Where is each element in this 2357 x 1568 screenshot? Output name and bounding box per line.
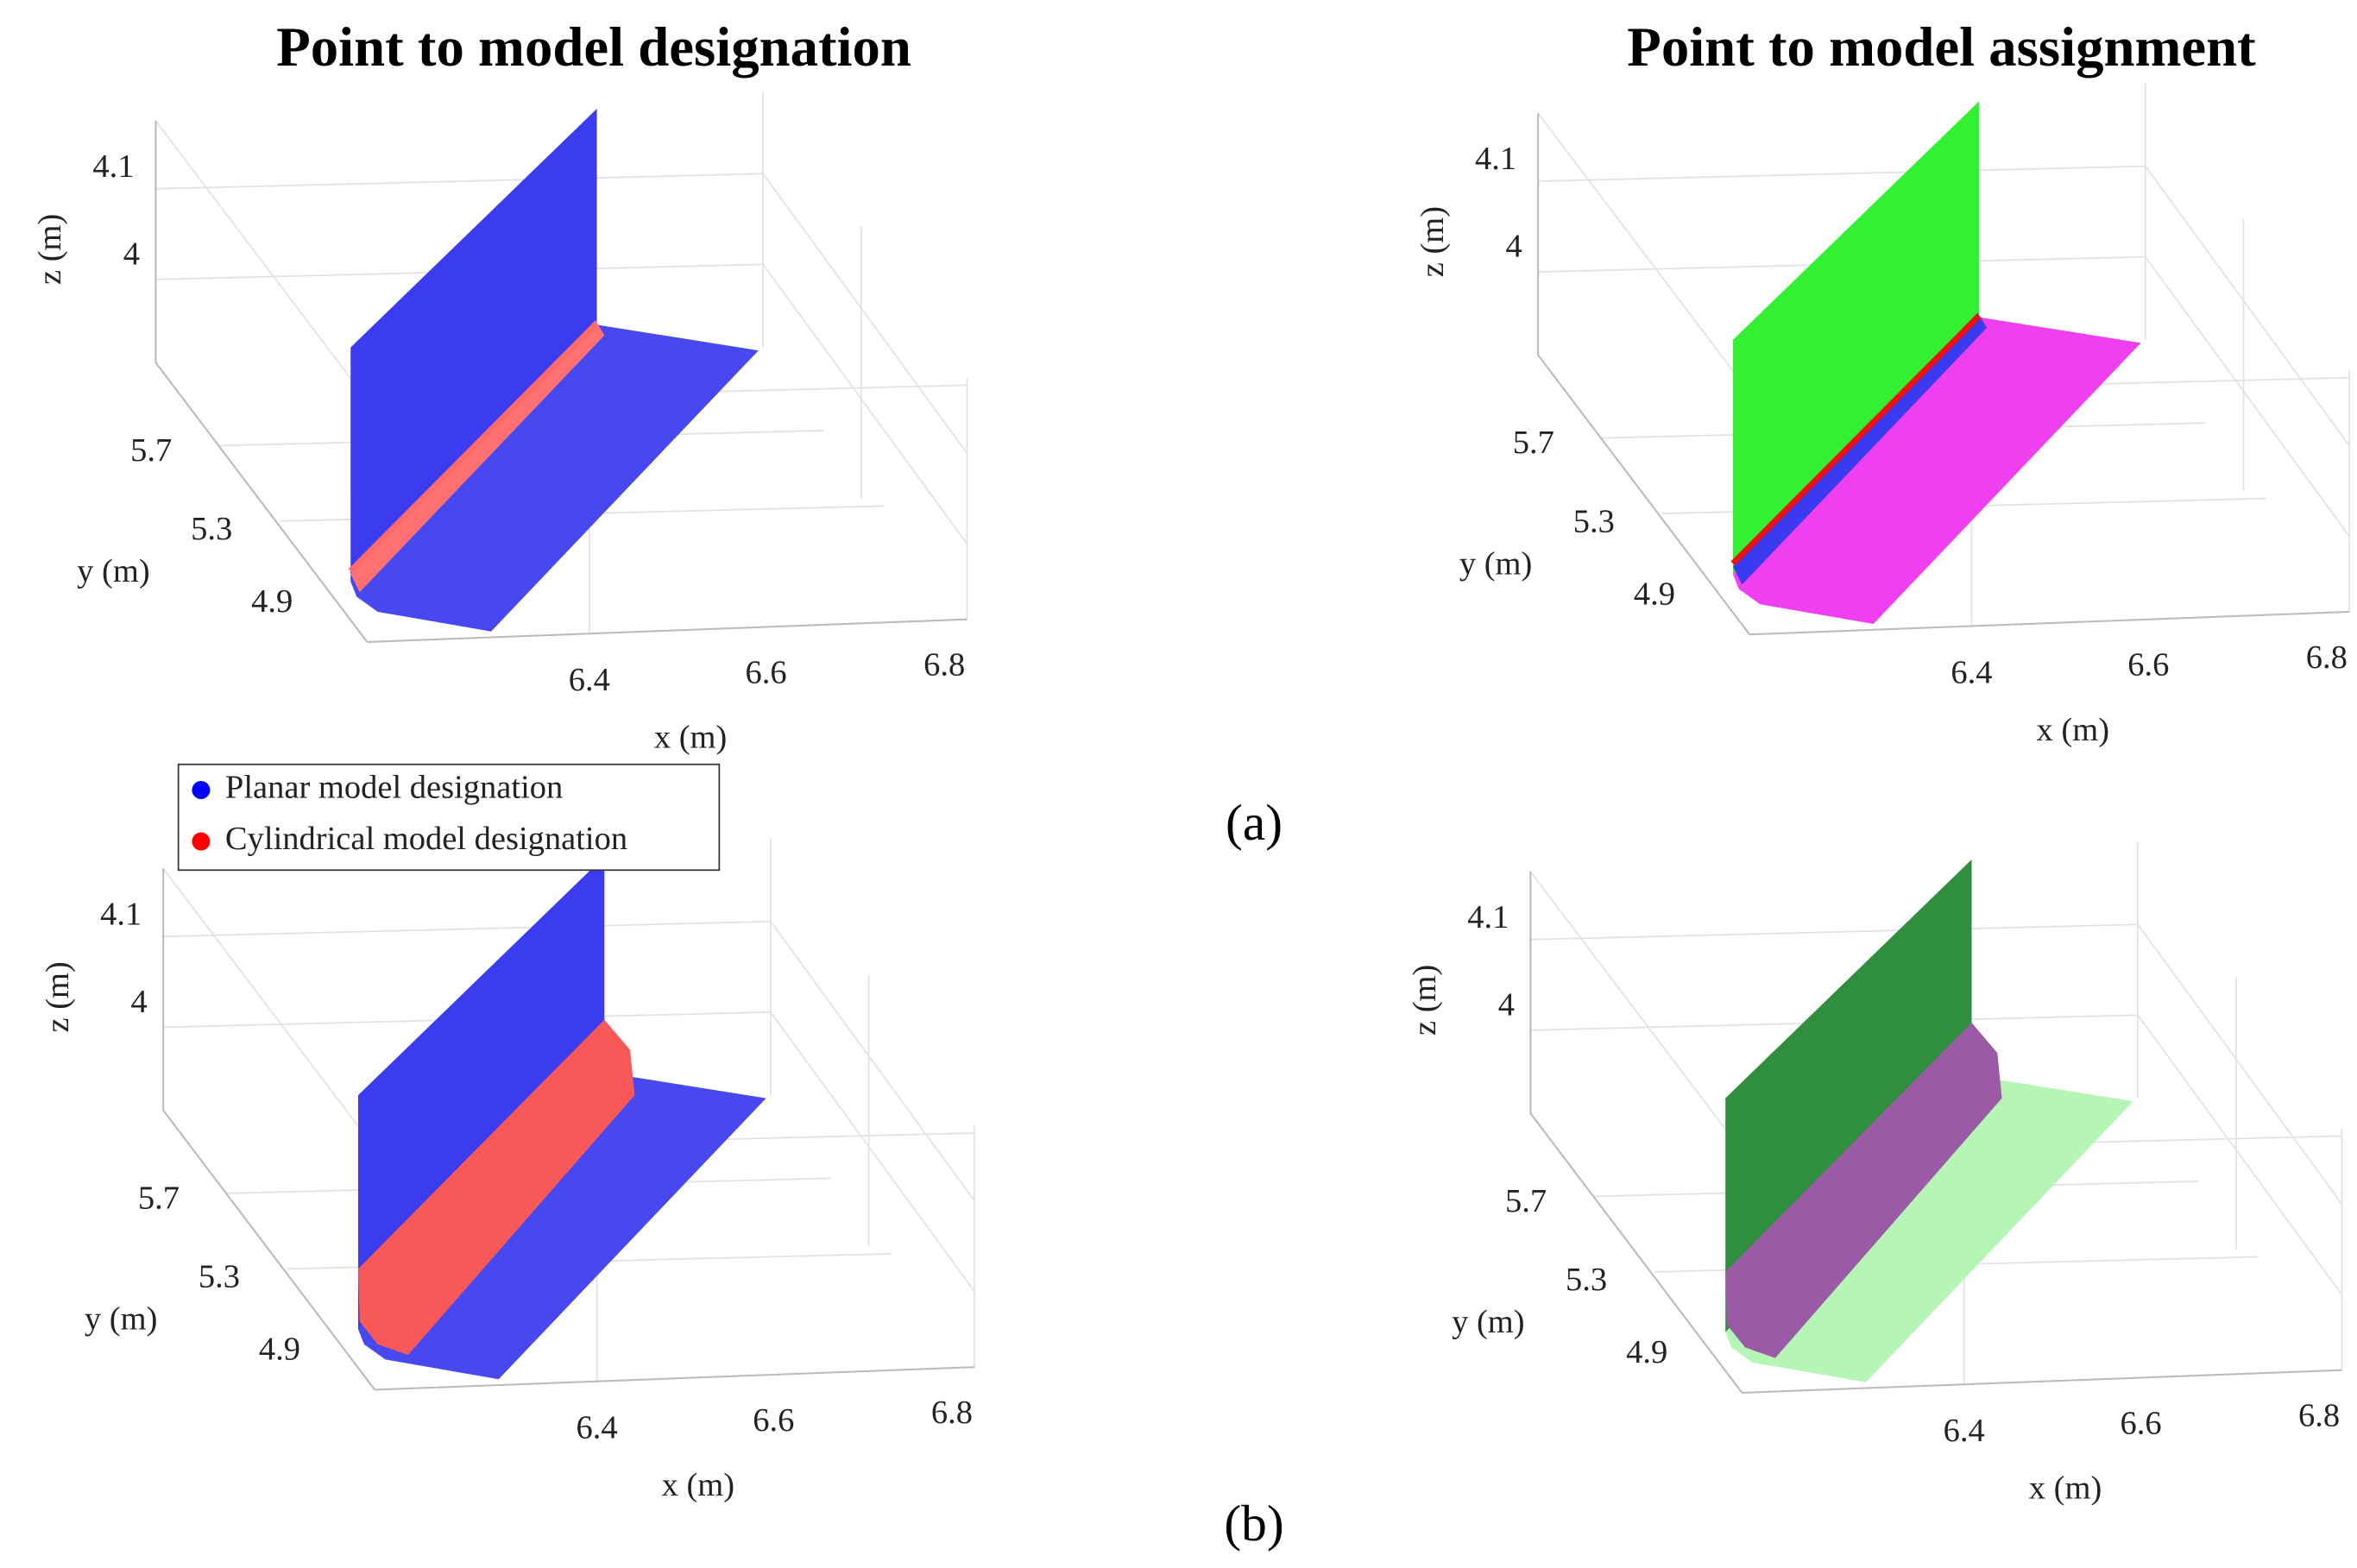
z-tick-label: 4 [131, 984, 148, 1020]
z-axis-label: z (m) [40, 961, 76, 1032]
y-axis-label: y (m) [85, 1301, 157, 1338]
caption: (a) [1226, 794, 1282, 851]
y-tick-label: 5.7 [1505, 1183, 1547, 1219]
y-tick-label: 4.9 [1626, 1334, 1667, 1370]
y-axis-label: y (m) [1459, 545, 1532, 582]
x-tick-label: 6.8 [2298, 1398, 2340, 1434]
x-axis-label: x (m) [654, 720, 727, 756]
x-tick-label: 6.4 [577, 1410, 618, 1446]
y-tick-label: 5.7 [1513, 425, 1554, 461]
legend-label: Planar model designation [225, 769, 563, 805]
title: Point to model assignment [1627, 16, 2256, 79]
x-tick-label: 6.8 [2306, 639, 2348, 676]
y-tick-label: 5.3 [1573, 503, 1615, 539]
legend-marker [192, 780, 211, 800]
z-axis-label: z (m) [1415, 206, 1451, 277]
y-axis-label: y (m) [77, 553, 149, 589]
z-tick-label: 4 [1505, 229, 1522, 265]
y-tick-label: 5.7 [138, 1180, 180, 1216]
x-axis-label: x (m) [2029, 1470, 2102, 1507]
z-tick-label: 4.1 [1467, 899, 1509, 935]
x-tick-label: 6.4 [1944, 1413, 1985, 1449]
z-tick-label: 4 [123, 236, 140, 272]
z-tick-label: 4 [1498, 986, 1515, 1023]
y-axis-label: y (m) [1452, 1304, 1524, 1340]
x-tick-label: 6.6 [746, 654, 787, 690]
x-tick-label: 6.8 [923, 647, 965, 683]
x-tick-label: 6.4 [569, 662, 610, 698]
x-tick-label: 6.8 [931, 1395, 973, 1431]
y-tick-label: 5.3 [199, 1259, 240, 1295]
x-tick-label: 6.4 [1951, 654, 1992, 690]
z-tick-label: 4.1 [1475, 141, 1516, 177]
z-axis-label: z (m) [32, 214, 68, 285]
y-tick-label: 5.3 [1566, 1262, 1607, 1298]
legend-label: Cylindrical model designation [225, 821, 627, 857]
x-axis-label: x (m) [662, 1467, 734, 1503]
y-tick-label: 4.9 [259, 1332, 300, 1368]
y-tick-label: 5.7 [130, 432, 172, 469]
title: Point to model designation [276, 16, 911, 79]
x-tick-label: 6.6 [2127, 647, 2169, 683]
x-axis-label: x (m) [2037, 712, 2109, 748]
x-tick-label: 6.6 [753, 1402, 794, 1439]
z-tick-label: 4.1 [100, 896, 142, 932]
legend-box [177, 763, 721, 872]
y-tick-label: 4.9 [251, 583, 293, 620]
y-tick-label: 5.3 [191, 511, 232, 547]
caption: (b) [1224, 1495, 1283, 1552]
x-tick-label: 6.6 [2120, 1405, 2161, 1441]
z-tick-label: 4.1 [92, 148, 134, 185]
z-axis-label: z (m) [1407, 965, 1443, 1036]
y-tick-label: 4.9 [1634, 576, 1675, 612]
legend-marker [192, 832, 211, 851]
